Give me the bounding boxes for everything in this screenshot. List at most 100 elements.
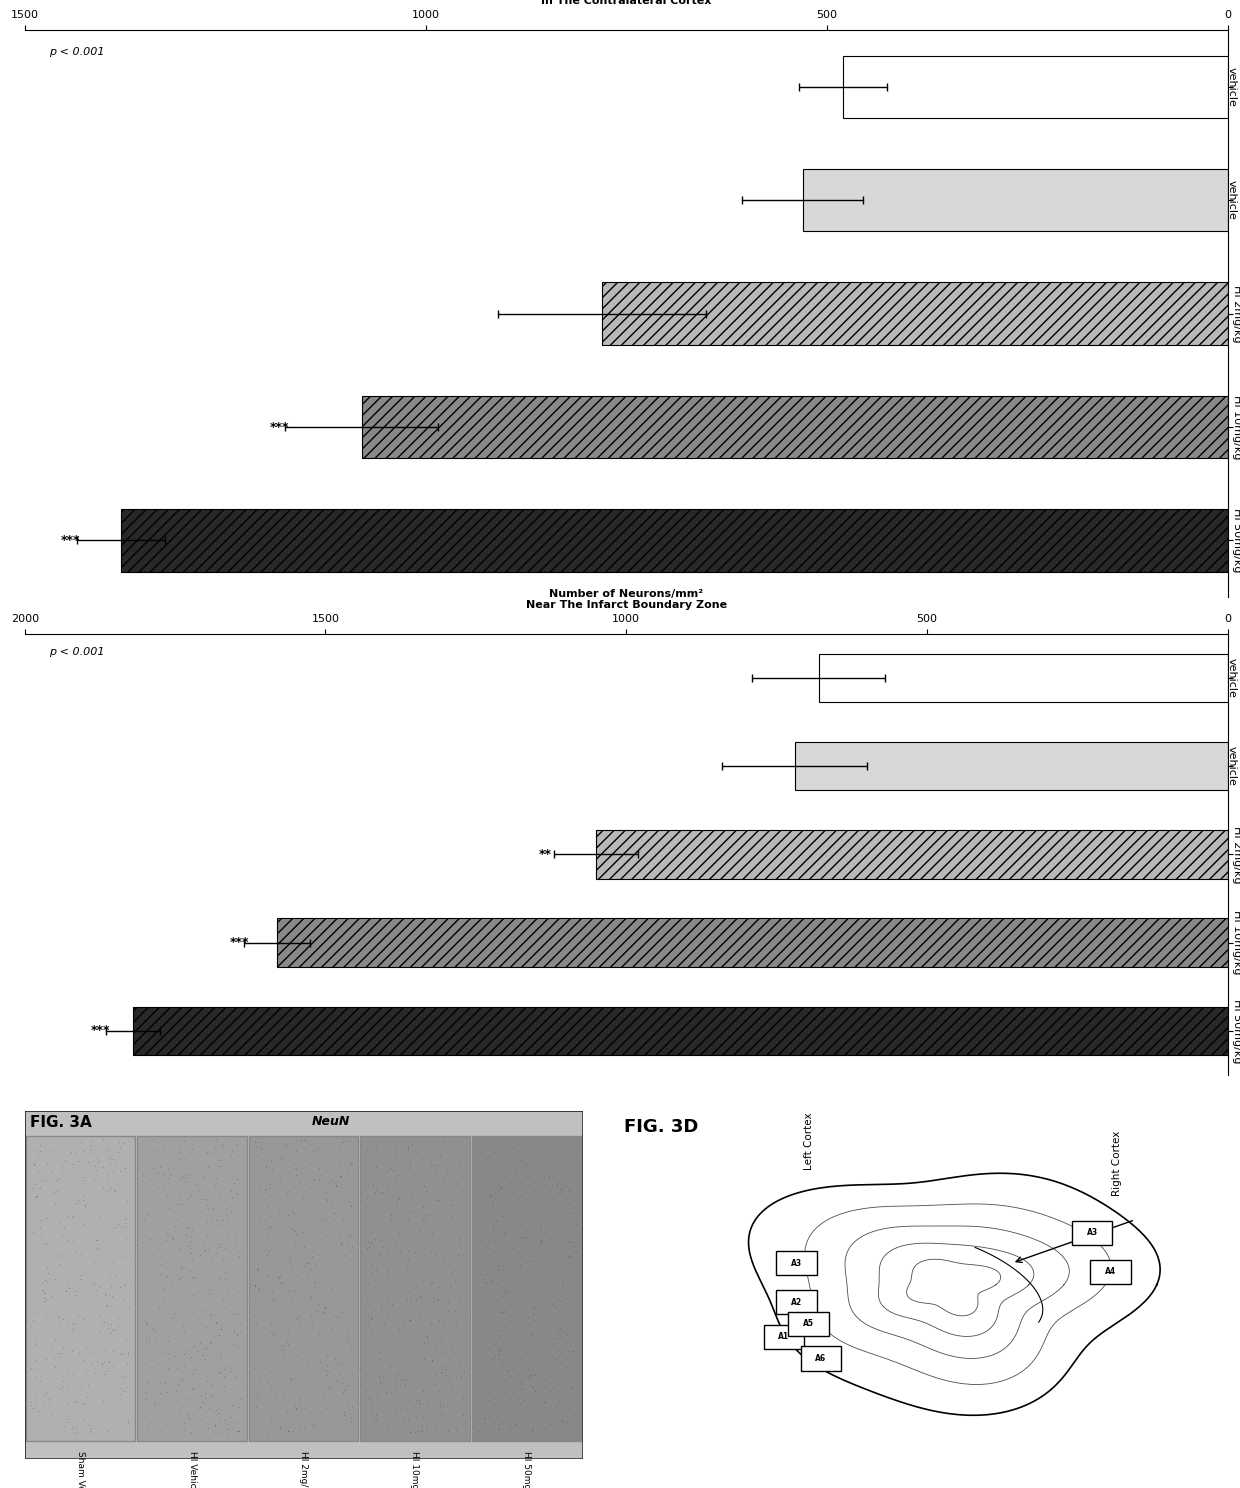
Point: [215, 1408, 234, 1431]
Point: [422, 1312, 441, 1336]
Point: [547, 1394, 567, 1418]
Bar: [362, 396, 1228, 458]
Point: [450, 1226, 470, 1250]
Point: [191, 1384, 211, 1408]
Point: [35, 1281, 55, 1305]
Point: [303, 1168, 322, 1192]
Point: [26, 1348, 46, 1372]
Point: [521, 1131, 541, 1155]
Point: [503, 1195, 523, 1219]
Point: [404, 1241, 424, 1265]
Point: [407, 1360, 427, 1384]
Point: [105, 1180, 125, 1204]
Point: [309, 1156, 329, 1180]
Point: [74, 1408, 94, 1431]
Point: [148, 1177, 167, 1201]
Point: [36, 1290, 56, 1314]
Point: [100, 1274, 120, 1298]
Point: [427, 1299, 446, 1323]
Point: [113, 1378, 133, 1402]
Point: [326, 1369, 346, 1393]
Point: [560, 1415, 580, 1439]
Point: [440, 1260, 460, 1284]
Point: [529, 1195, 549, 1219]
Point: [115, 1156, 135, 1180]
Point: [278, 1420, 298, 1443]
Point: [290, 1387, 310, 1411]
Point: [501, 1414, 521, 1437]
Point: [430, 1342, 450, 1366]
Point: [198, 1278, 218, 1302]
Point: [140, 1168, 160, 1192]
Point: [286, 1306, 306, 1330]
Point: [316, 1359, 336, 1382]
Point: [51, 1376, 71, 1400]
Point: [81, 1140, 100, 1164]
Point: [73, 1213, 93, 1237]
Point: [84, 1271, 104, 1295]
Point: [172, 1367, 192, 1391]
Point: [228, 1335, 248, 1359]
Point: [67, 1254, 87, 1278]
Point: [260, 1184, 280, 1208]
Point: [210, 1147, 229, 1171]
Point: [494, 1411, 513, 1434]
Point: [495, 1231, 515, 1254]
Point: [377, 1417, 397, 1440]
Point: [521, 1364, 541, 1388]
Point: [407, 1274, 427, 1298]
Point: [534, 1165, 554, 1189]
Point: [423, 1350, 443, 1373]
Point: [270, 1271, 290, 1295]
Point: [286, 1344, 306, 1367]
Point: [31, 1208, 51, 1232]
Point: [181, 1225, 201, 1248]
Point: [248, 1385, 268, 1409]
Point: [26, 1385, 46, 1409]
X-axis label: Number of Neurons/mm²
In The Contralateral Cortex: Number of Neurons/mm² In The Contralater…: [541, 0, 712, 6]
Point: [523, 1229, 543, 1253]
Point: [482, 1271, 502, 1295]
Point: [172, 1314, 192, 1338]
Bar: [472, 1135, 582, 1440]
Point: [81, 1323, 100, 1347]
Point: [525, 1363, 544, 1387]
Point: [217, 1421, 237, 1445]
Point: [102, 1146, 122, 1170]
Point: [43, 1180, 63, 1204]
Point: [481, 1268, 501, 1292]
Point: [145, 1318, 165, 1342]
Point: [388, 1317, 408, 1341]
Point: [553, 1274, 573, 1298]
Point: [97, 1293, 117, 1317]
Point: [404, 1266, 424, 1290]
Point: [341, 1150, 361, 1174]
Point: [507, 1187, 527, 1211]
Bar: [795, 743, 1228, 790]
Point: [257, 1242, 277, 1266]
Point: [171, 1254, 191, 1278]
Point: [140, 1411, 160, 1434]
Point: [115, 1226, 135, 1250]
Point: [45, 1266, 64, 1290]
Point: [511, 1372, 531, 1396]
Point: [469, 1420, 489, 1443]
Point: [448, 1171, 467, 1195]
Point: [30, 1216, 50, 1240]
Point: [25, 1332, 45, 1356]
Point: [522, 1418, 542, 1442]
Point: [290, 1309, 310, 1333]
Point: [258, 1265, 278, 1289]
Point: [410, 1219, 430, 1242]
Point: [268, 1174, 288, 1198]
Point: [417, 1417, 436, 1440]
Point: [104, 1339, 124, 1363]
Point: [409, 1284, 429, 1308]
Point: [164, 1415, 184, 1439]
Point: [331, 1196, 351, 1220]
Point: [212, 1132, 232, 1156]
Point: [33, 1168, 53, 1192]
Point: [73, 1391, 93, 1415]
Point: [489, 1324, 508, 1348]
Point: [179, 1387, 198, 1411]
